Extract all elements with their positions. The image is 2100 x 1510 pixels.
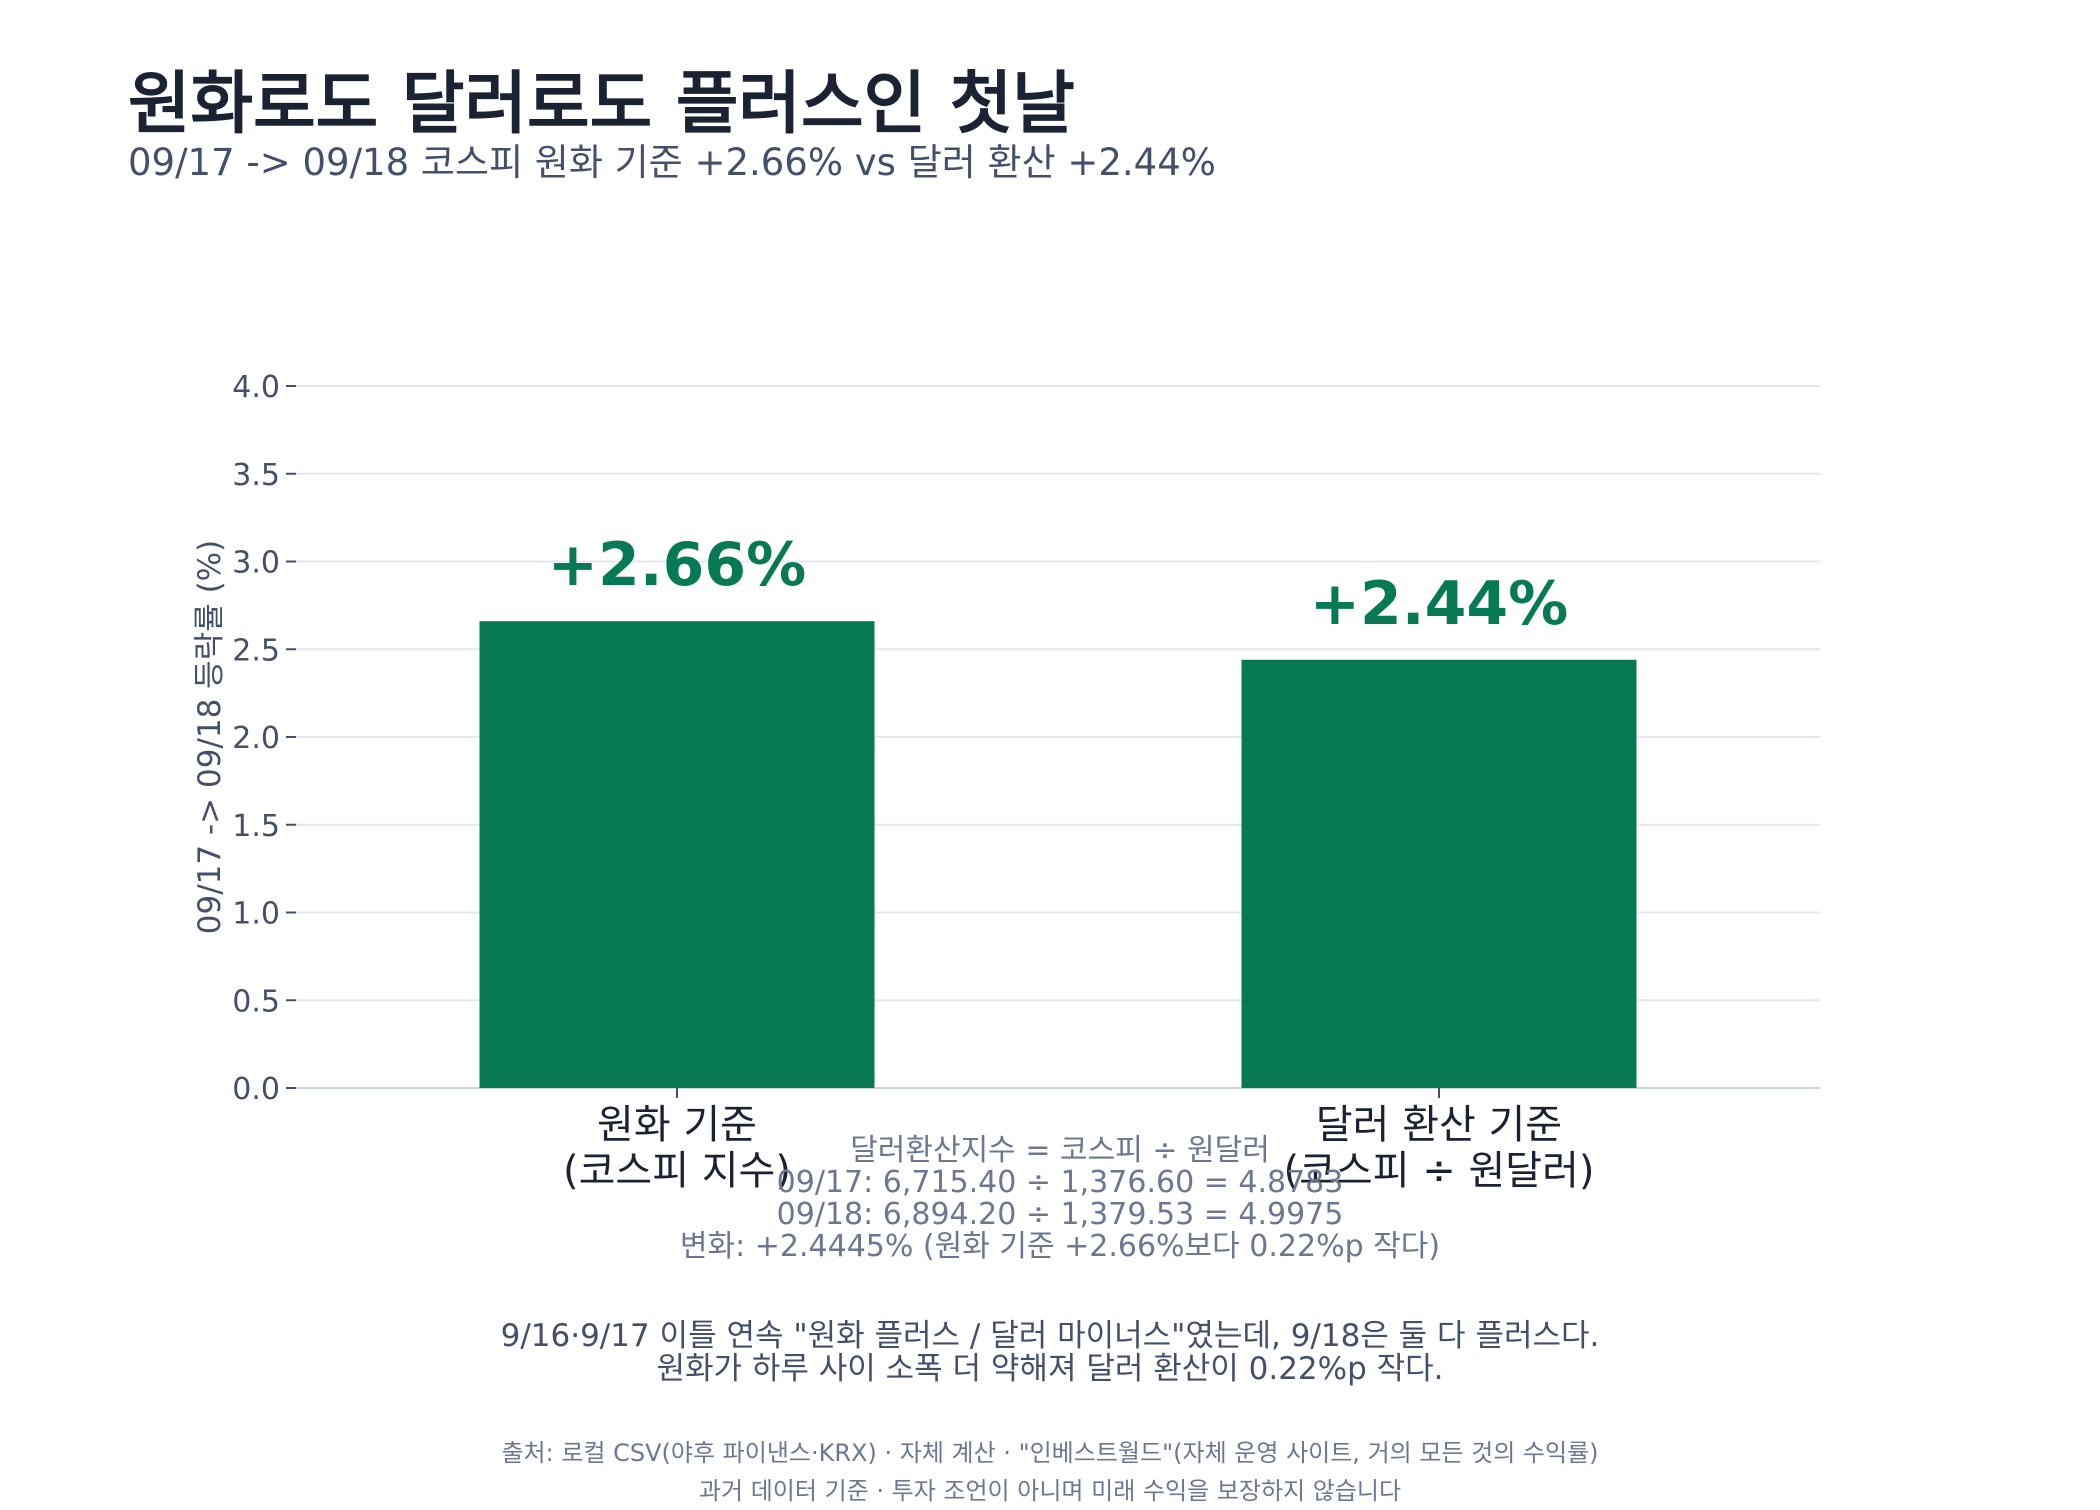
y-tick-label: 2.0 xyxy=(232,721,280,756)
y-tick-label: 0.0 xyxy=(232,1072,280,1107)
y-tick-label: 1.5 xyxy=(232,809,280,844)
source-footer: 출처: 로컬 CSV(야후 파이낸스·KRX) · 자체 계산 · "인베스트월… xyxy=(300,1434,1800,1510)
formula-line: 09/18: 6,894.20 ÷ 1,379.53 = 4.9975 xyxy=(776,1197,1344,1232)
y-tick-label: 2.5 xyxy=(232,633,280,668)
x-axis: 원화 기준(코스피 지수) 달러 환산 기준(코스피 ÷ 원달러) xyxy=(563,1088,1594,1194)
bar xyxy=(1241,659,1637,1088)
x-tick-label: (코스피 지수) xyxy=(563,1148,791,1194)
y-tick-label: 3.0 xyxy=(232,546,280,581)
y-axis: 0.0 0.5 1.0 1.5 2.0 2.5 3.0 3.5 4.0 xyxy=(232,370,296,1107)
chart-subtitle: 09/17 -> 09/18 코스피 원화 기준 +2.66% vs 달러 환산… xyxy=(128,141,1216,184)
y-tick-label: 1.0 xyxy=(232,897,280,932)
bar-value-label: +2.44% xyxy=(1310,569,1568,639)
note-line: 9/16·9/17 이틀 연속 "원화 플러스 / 달러 마이너스"였는데, 9… xyxy=(500,1318,1600,1354)
y-tick-label: 0.5 xyxy=(232,984,280,1019)
y-axis-label: 09/17 -> 09/18 등락률 (%) xyxy=(192,540,228,934)
formula-line: 09/17: 6,715.40 ÷ 1,376.60 = 4.8783 xyxy=(776,1165,1344,1200)
footer-source: 출처: 로컬 CSV(야후 파이낸스·KRX) · 자체 계산 · "인베스트월… xyxy=(501,1439,1599,1467)
y-tick-label: 4.0 xyxy=(232,370,280,405)
annotation-note: 9/16·9/17 이틀 연속 "원화 플러스 / 달러 마이너스"였는데, 9… xyxy=(300,1320,1800,1386)
formula-line: 변화: +2.4445% (원화 기준 +2.66%보다 0.22%p 작다) xyxy=(679,1229,1441,1264)
formula-box: 달러환산지수 = 코스피 ÷ 원달러 09/17: 6,715.40 ÷ 1,3… xyxy=(560,1135,1560,1263)
formula-line: 달러환산지수 = 코스피 ÷ 원달러 xyxy=(850,1133,1270,1168)
bar xyxy=(479,621,875,1088)
x-tick-label: (코스피 ÷ 원달러) xyxy=(1284,1148,1595,1194)
value-labels: +2.66% +2.44% xyxy=(548,530,1568,639)
bar-layer xyxy=(479,621,1637,1088)
chart-title: 원화로도 달러로도 플러스인 첫날 xyxy=(128,65,1075,144)
footer-disclaimer: 과거 데이터 기준 · 투자 조언이 아니며 미래 수익을 보장하지 않습니다 xyxy=(698,1477,1402,1505)
x-tick-label: 원화 기준 xyxy=(597,1102,757,1148)
x-tick-label: 달러 환산 기준 xyxy=(1316,1102,1562,1148)
y-tick-label: 3.5 xyxy=(232,458,280,493)
note-line: 원화가 하루 사이 소폭 더 약해져 달러 환산이 0.22%p 작다. xyxy=(656,1351,1444,1387)
bar-value-label: +2.66% xyxy=(548,530,806,600)
